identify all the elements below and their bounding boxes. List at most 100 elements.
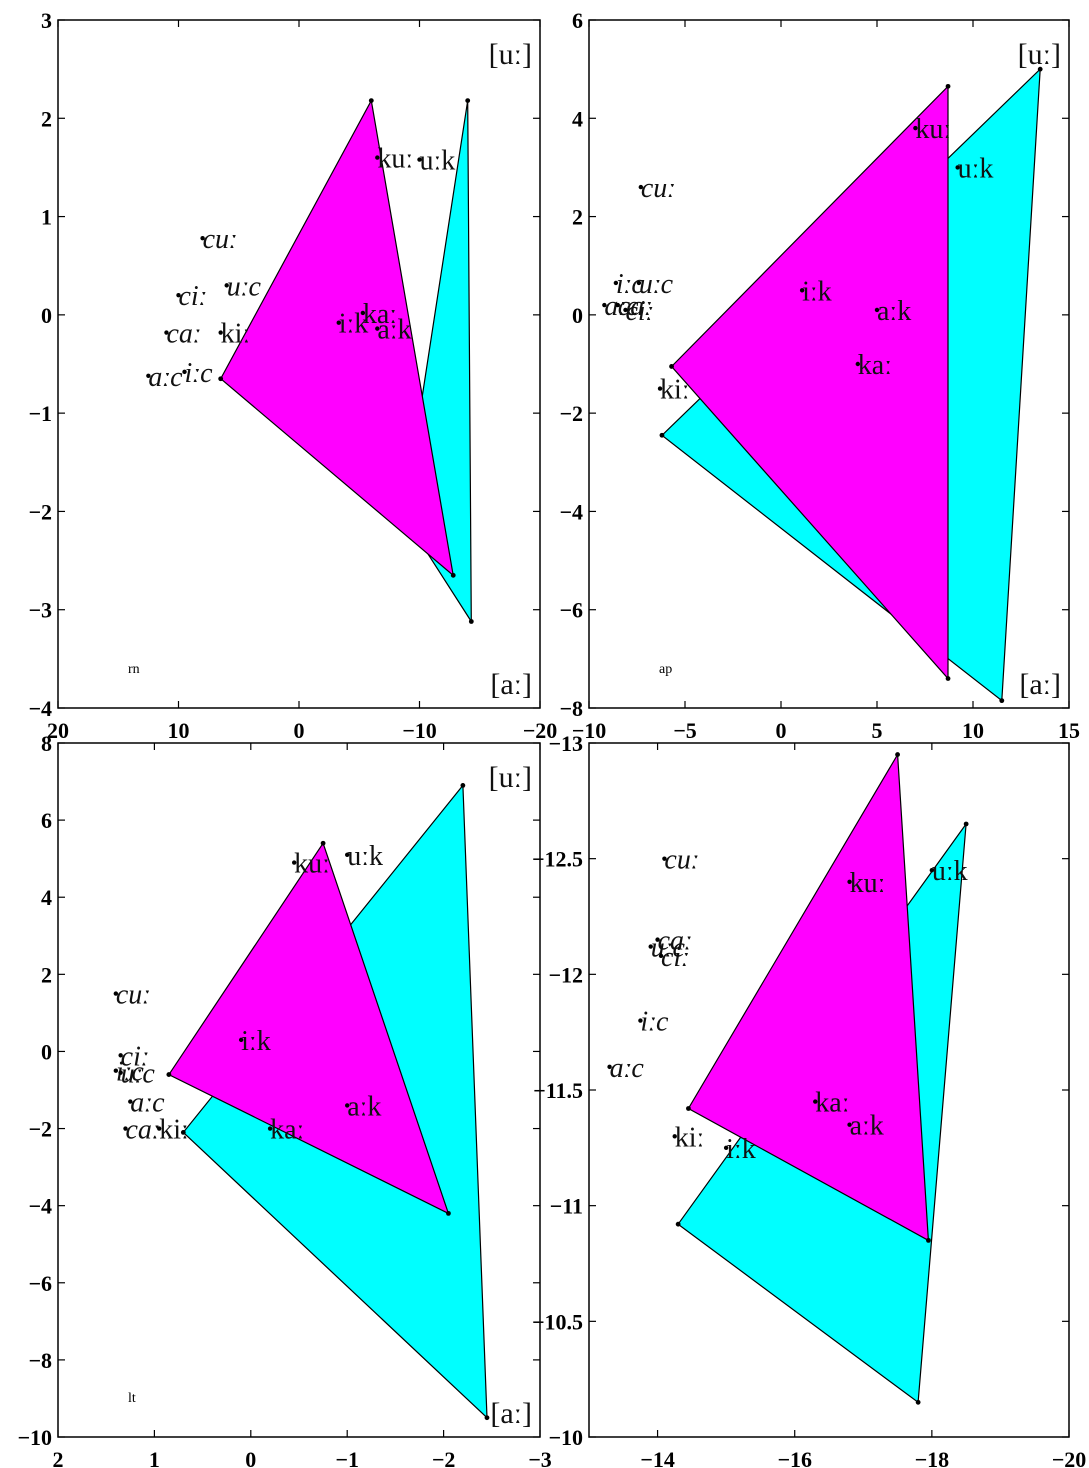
y-tick-label: 0	[41, 1039, 52, 1064]
y-tick-label: −13	[548, 731, 583, 756]
point-label: iːk	[241, 1026, 271, 1057]
triangle-vertex	[468, 619, 474, 624]
point-label: uːc	[121, 1059, 156, 1090]
point-label: kaː	[270, 1115, 304, 1146]
data-point	[847, 879, 852, 884]
point-label: uːk	[347, 841, 383, 872]
point-label: aːk	[850, 1111, 884, 1142]
x-tick-label: 10	[962, 718, 984, 743]
data-point	[672, 1134, 677, 1139]
data-point	[623, 307, 628, 313]
y-tick-label: −12	[548, 962, 583, 987]
data-point	[655, 937, 660, 942]
point-label: iːc	[640, 1007, 669, 1038]
data-point	[164, 330, 169, 335]
data-point	[638, 184, 644, 190]
point-label: aːc	[604, 291, 639, 322]
point-label: cuː	[203, 224, 237, 255]
point-label: kiː	[675, 1122, 705, 1153]
y-tick-label: −2	[28, 499, 52, 524]
y-tick-label: −4	[28, 696, 52, 721]
point-label: kuː	[294, 849, 330, 880]
triangle-vertex	[1037, 66, 1043, 72]
point-label: kaː	[858, 350, 892, 381]
point-label: uːc	[227, 271, 262, 302]
y-tick-label: −4	[559, 499, 583, 524]
magenta-triangle	[219, 98, 455, 577]
point-label: uːk	[958, 153, 994, 184]
data-point	[113, 991, 119, 996]
data-point	[723, 1145, 729, 1151]
data-point	[118, 1053, 123, 1058]
y-tick-label: −10	[548, 1425, 583, 1450]
corner-label-bottom: [aː]	[490, 668, 532, 701]
y-tick-label: 0	[41, 303, 52, 328]
data-point	[267, 1126, 273, 1131]
data-point	[146, 373, 151, 378]
x-tick-label: −1	[335, 1447, 359, 1468]
point-label: iːc	[185, 358, 214, 389]
triangle-vertex	[926, 1237, 931, 1243]
magenta-triangle	[687, 752, 930, 1242]
triangle-vertex	[166, 1072, 172, 1077]
triangle-vertex	[999, 698, 1005, 704]
x-tick-label: 10	[168, 718, 190, 743]
point-label: aːk	[377, 315, 411, 346]
triangle-vertex	[659, 432, 665, 438]
corner-label-bottom: [aː]	[1019, 668, 1061, 701]
data-point	[157, 1126, 162, 1131]
data-point	[345, 1103, 350, 1108]
point-label: caː	[658, 926, 692, 957]
y-tick-label: 1	[41, 205, 52, 230]
x-tick-label: 20	[47, 718, 69, 743]
point-label: ciː	[661, 942, 689, 973]
y-tick-label: 2	[572, 205, 583, 230]
y-tick-label: −1	[28, 401, 52, 426]
x-tick-label: 0	[776, 718, 787, 743]
y-tick-label: −2	[28, 1117, 52, 1142]
x-tick-label: −10	[572, 718, 607, 743]
triangle-vertex	[180, 1130, 186, 1135]
point-label: kaː	[363, 299, 397, 330]
data-point	[118, 1070, 123, 1075]
point-label: aːk	[347, 1091, 381, 1122]
data-point	[602, 302, 607, 308]
point-label: aːc	[130, 1088, 165, 1119]
data-point	[182, 369, 187, 375]
point-label: ciː	[179, 281, 207, 312]
x-tick-label: −16	[777, 1447, 812, 1468]
point-label: kiː	[221, 319, 251, 350]
data-point	[375, 326, 380, 331]
data-point	[913, 125, 918, 131]
triangle-vertex	[945, 83, 951, 89]
data-point	[375, 155, 380, 160]
y-tick-label: −8	[28, 1348, 52, 1373]
point-label: kuː	[915, 114, 951, 145]
point-label: kuː	[850, 868, 886, 899]
triangle-vertex	[675, 1221, 681, 1227]
corner-label-top: [uː]	[489, 761, 532, 794]
point-label: iːk	[726, 1134, 756, 1165]
point-label: kaː	[815, 1088, 849, 1119]
panel-label: lt	[128, 1391, 136, 1406]
x-tick-label: −20	[523, 718, 558, 743]
triangle-vertex	[484, 1415, 490, 1421]
x-tick-label: 0	[245, 1447, 256, 1468]
point-label: uːc	[651, 933, 686, 964]
data-point	[855, 361, 860, 367]
x-tick-label: 5	[872, 718, 883, 743]
point-label: cuː	[116, 980, 150, 1011]
y-tick-label: −8	[559, 696, 583, 721]
point-label: ciː	[121, 1041, 149, 1072]
triangle-vertex	[945, 676, 951, 681]
point-label: caː	[618, 291, 652, 322]
y-tick-label: 3	[41, 8, 52, 33]
y-tick-label: 6	[41, 808, 52, 833]
y-tick-label: 2	[41, 962, 52, 987]
triangle-vertex	[450, 572, 456, 578]
data-point	[648, 944, 653, 949]
corner-label-bottom: [aː]	[490, 1397, 532, 1430]
x-tick-label: −20	[1052, 1447, 1087, 1468]
y-tick-label: −4	[28, 1194, 52, 1219]
